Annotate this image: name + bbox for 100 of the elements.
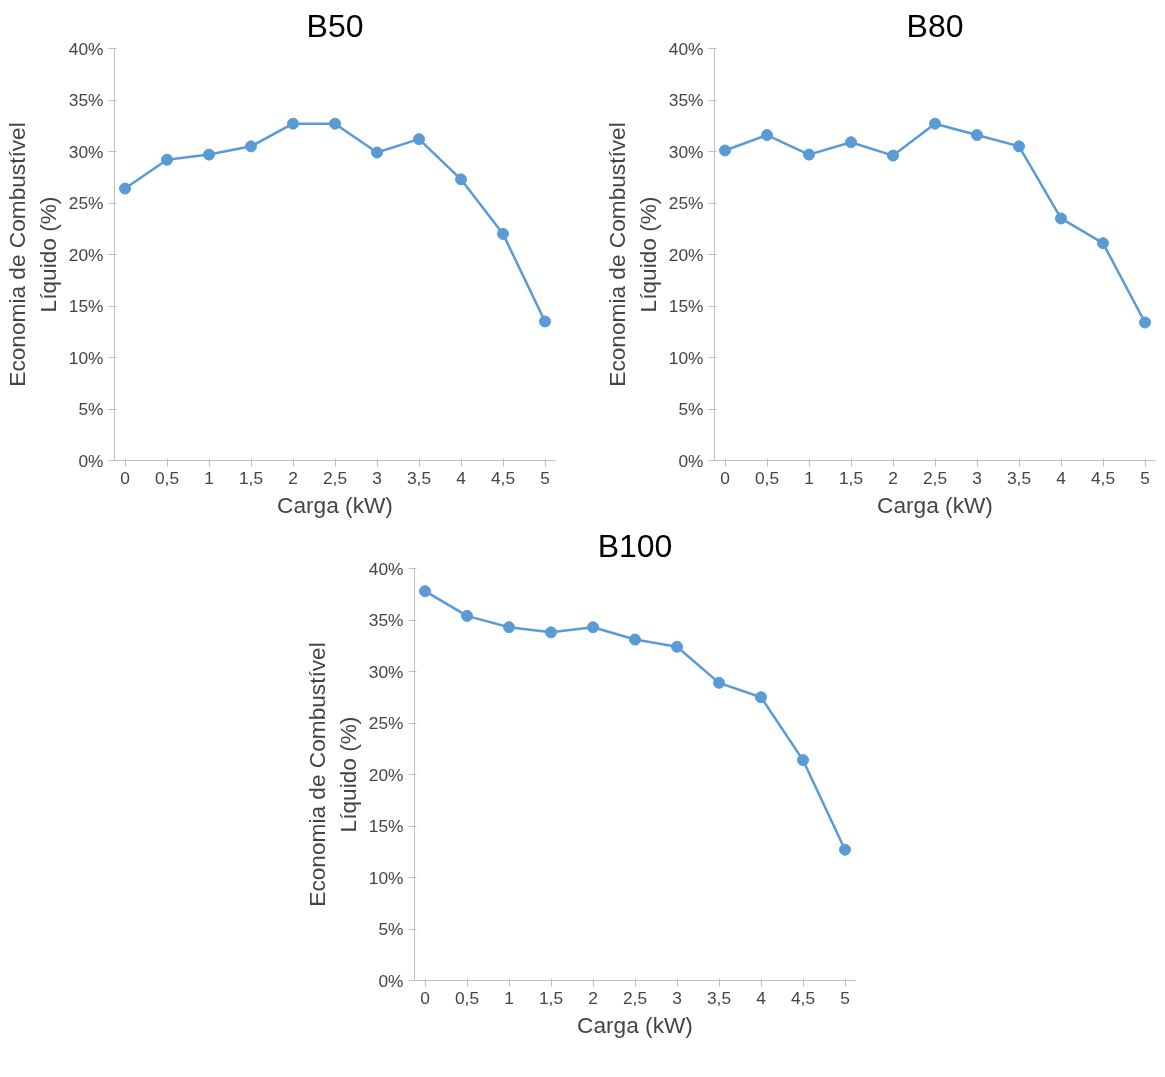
x-tick-label: 5 — [840, 987, 850, 1008]
x-tick-label: 1 — [804, 467, 814, 488]
point — [455, 173, 467, 186]
x-tick-label: 2,5 — [322, 467, 348, 488]
x-tick-label: 2 — [288, 467, 298, 488]
point — [1139, 316, 1151, 329]
y-tick-label: 40% — [368, 558, 404, 579]
point — [245, 140, 257, 153]
x-tick-label: 0,5 — [454, 987, 480, 1008]
y-tick-label: 0% — [678, 450, 704, 471]
x-tick-label: 1,5 — [538, 987, 564, 1008]
point — [329, 117, 341, 130]
y-tick-label: 5% — [78, 399, 104, 419]
point — [1097, 237, 1109, 250]
point — [539, 315, 551, 328]
point — [845, 136, 857, 149]
point — [797, 754, 809, 767]
x-axis-title: Carga (kW) — [577, 1011, 693, 1038]
x-tick-label: 4 — [1056, 467, 1067, 488]
y-tick-label: 15% — [68, 296, 104, 316]
y-tick-label: 5% — [678, 399, 704, 419]
x-tick-label: 1 — [504, 987, 514, 1008]
point — [755, 691, 767, 704]
x-axis-title: Carga (kW) — [877, 491, 993, 518]
point — [929, 117, 941, 130]
x-tick-label: 3 — [672, 987, 682, 1008]
x-tick-label: 3,5 — [1006, 467, 1032, 488]
y-tick-label: 15% — [668, 296, 704, 316]
y-tick-label: 30% — [668, 141, 704, 162]
point — [713, 676, 725, 689]
x-tick-label: 3 — [972, 467, 982, 488]
x-tick-label: 1,5 — [238, 467, 264, 488]
x-tick-label: 5 — [1140, 467, 1150, 488]
y-tick-label: 30% — [68, 141, 104, 162]
chart-title: B50 — [306, 7, 364, 44]
point — [461, 609, 473, 622]
y-tick-label: 10% — [68, 347, 104, 368]
point — [119, 182, 131, 195]
y-axis-title: Economia de Combustível Líquido (%) — [303, 642, 361, 907]
point — [503, 621, 515, 634]
x-tick-label: 3,5 — [706, 987, 732, 1008]
x-tick-label: 3,5 — [406, 467, 432, 488]
point — [419, 585, 431, 598]
point — [587, 621, 599, 634]
x-axis-title: Carga (kW) — [277, 491, 393, 518]
x-tick-label: 4,5 — [490, 467, 516, 488]
x-tick-label: 2 — [588, 987, 598, 1008]
x-tick-label: 2 — [888, 467, 898, 488]
y-tick-label: 10% — [368, 867, 404, 888]
point — [761, 129, 773, 142]
point — [803, 148, 815, 161]
point — [497, 227, 509, 240]
y-tick-label: 35% — [668, 90, 704, 110]
point — [161, 153, 173, 166]
point — [887, 149, 899, 162]
y-tick-label: 0% — [378, 970, 404, 991]
point — [971, 129, 983, 142]
x-tick-label: 2,5 — [622, 987, 648, 1008]
x-tick-label: 0,5 — [154, 467, 180, 488]
x-tick-label: 3 — [372, 467, 382, 488]
x-tick-label: 2,5 — [922, 467, 948, 488]
x-tick-label: 0 — [420, 987, 430, 1008]
x-tick-label: 4,5 — [790, 987, 816, 1008]
point — [203, 148, 215, 161]
x-tick-label: 1,5 — [838, 467, 864, 488]
point — [371, 146, 383, 159]
point — [287, 117, 299, 130]
point — [1013, 140, 1025, 153]
point — [671, 640, 683, 653]
y-tick-label: 20% — [368, 764, 404, 785]
x-tick-label: 1 — [204, 467, 214, 488]
y-tick-label: 25% — [368, 713, 404, 733]
y-tick-label: 0% — [78, 450, 104, 471]
x-tick-label: 4 — [456, 467, 467, 488]
point — [1055, 212, 1067, 225]
point — [719, 144, 731, 157]
y-tick-label: 35% — [68, 90, 104, 110]
chart-title: B100 — [597, 527, 673, 564]
y-tick-label: 5% — [378, 919, 404, 939]
y-axis-title: Economia de Combustível Líquido (%) — [3, 122, 61, 387]
y-tick-label: 40% — [68, 38, 104, 59]
x-tick-label: 4,5 — [1090, 467, 1116, 488]
chart-title: B80 — [906, 7, 964, 44]
y-tick-label: 10% — [668, 347, 704, 368]
x-tick-label: 4 — [756, 987, 767, 1008]
y-axis-title: Economia de Combustível Líquido (%) — [603, 122, 661, 387]
y-tick-label: 25% — [668, 193, 704, 213]
point — [629, 633, 641, 646]
point — [545, 626, 557, 639]
x-tick-label: 0 — [720, 467, 730, 488]
y-tick-label: 35% — [368, 610, 404, 630]
x-tick-label: 0,5 — [754, 467, 780, 488]
y-tick-label: 15% — [368, 816, 404, 836]
point — [413, 133, 425, 146]
point — [839, 843, 851, 856]
x-tick-label: 5 — [540, 467, 550, 488]
y-tick-label: 20% — [668, 244, 704, 265]
y-tick-label: 25% — [68, 193, 104, 213]
y-tick-label: 30% — [368, 661, 404, 682]
x-tick-label: 0 — [120, 467, 130, 488]
